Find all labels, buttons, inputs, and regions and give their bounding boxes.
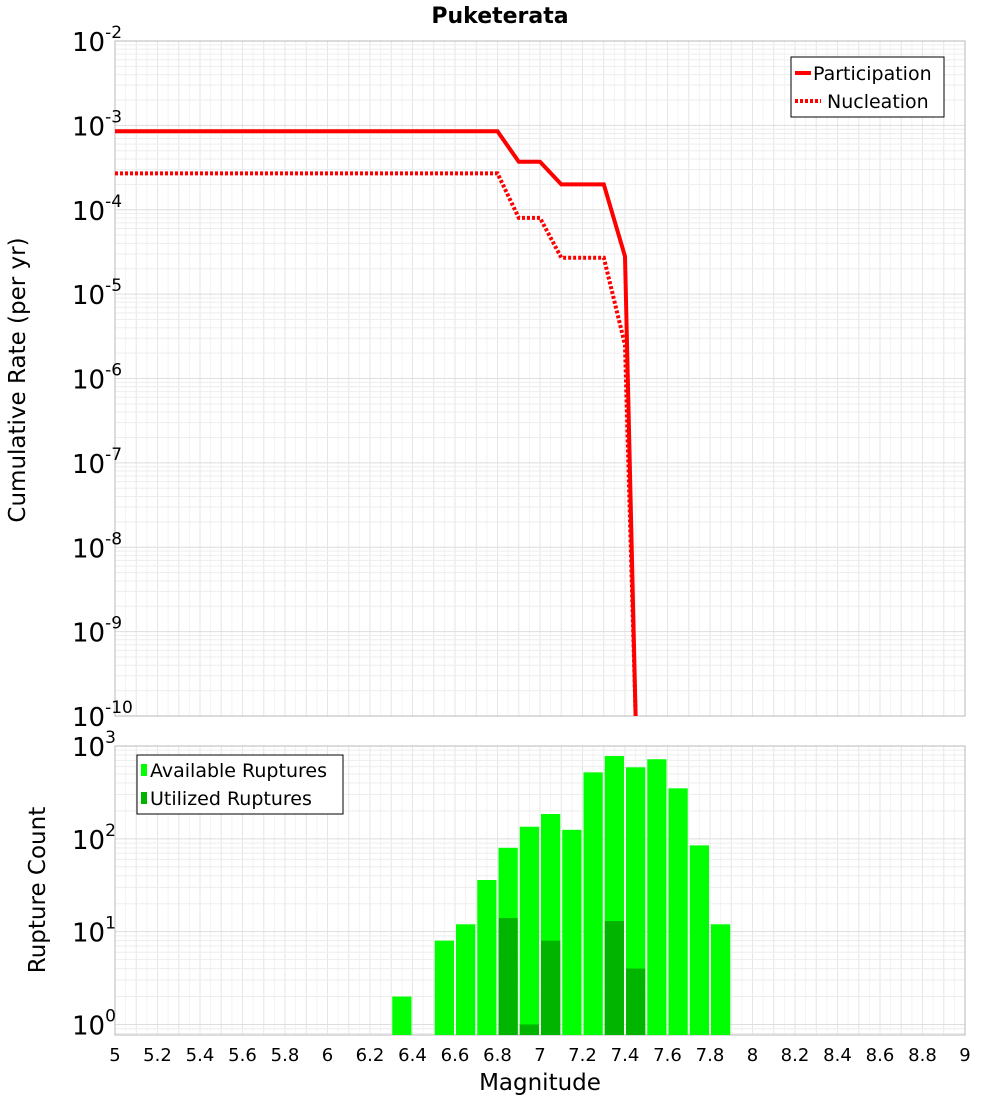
x-tick-label: 7.8	[696, 1045, 725, 1066]
bottom-legend-box	[136, 754, 344, 815]
x-tick-label: 8.4	[823, 1045, 852, 1066]
x-tick-label: 5.8	[271, 1045, 300, 1066]
bottom-y-tick-label: 101	[72, 914, 116, 949]
bottom-plot-grid	[114, 746, 966, 1035]
x-tick-label: 5	[109, 1045, 120, 1066]
top-legend: Participation Nucleation	[790, 56, 945, 118]
available-rupture-bar	[583, 772, 603, 1035]
available-rupture-bar	[434, 940, 454, 1035]
utilized-rupture-bar	[604, 921, 624, 1035]
x-tick-label: 8.6	[866, 1045, 895, 1066]
top-y-tick-label: 10-8	[72, 529, 122, 564]
x-tick-label: 7.6	[653, 1045, 682, 1066]
top-y-axis-label: Cumulative Rate (per yr)	[5, 237, 31, 522]
top-y-tick-label: 10-4	[72, 192, 122, 227]
top-y-tick-label: 10-2	[72, 23, 122, 58]
bottom-y-tick-label: 100	[72, 1006, 116, 1041]
x-tick-label: 7.2	[568, 1045, 597, 1066]
available-rupture-bar	[392, 996, 412, 1035]
available-rupture-bar	[456, 924, 476, 1035]
available-rupture-bar	[711, 924, 731, 1035]
x-tick-label: 6.4	[398, 1045, 427, 1066]
x-tick-label: 6	[322, 1045, 333, 1066]
x-tick-label: 5.6	[228, 1045, 257, 1066]
utilized-rupture-bar	[541, 940, 561, 1035]
available-rupture-bar	[689, 845, 709, 1035]
rupture-count-bars	[392, 756, 731, 1035]
available-rupture-bar	[519, 826, 539, 1035]
x-tick-label: 5.2	[143, 1045, 172, 1066]
available-rupture-bar	[562, 829, 582, 1035]
bottom-y-tick-label: 102	[72, 821, 116, 856]
legend-utilized-swatch	[141, 792, 147, 804]
top-y-tick-label: 10-5	[72, 276, 122, 311]
top-y-tick-label: 10-7	[72, 445, 122, 480]
top-y-tick-label: 10-9	[72, 614, 122, 649]
bottom-legend: Available Ruptures Utilized Ruptures	[136, 754, 344, 815]
x-tick-label: 8.2	[781, 1045, 810, 1066]
bottom-plot-frame	[114, 745, 966, 1036]
available-rupture-bar	[626, 767, 646, 1035]
chart-title: Puketerata	[431, 4, 568, 29]
x-tick-label: 9	[959, 1045, 970, 1066]
x-tick-label: 6.8	[483, 1045, 512, 1066]
bottom-y-tick-labels: 100 101 102 103	[72, 728, 116, 1041]
x-tick-label: 7.4	[611, 1045, 640, 1066]
x-tick-label: 5.4	[186, 1045, 215, 1066]
top-plot-frame	[114, 40, 966, 717]
available-rupture-bar	[668, 788, 688, 1035]
utilized-rupture-bar	[519, 1024, 539, 1035]
nucleation-line	[115, 171, 638, 717]
legend-nucleation-label: Nucleation	[827, 91, 929, 113]
x-tick-label: 8	[747, 1045, 758, 1066]
legend-available-swatch	[141, 764, 147, 776]
cumulative-rate-lines	[115, 129, 638, 717]
legend-participation-label: Participation	[813, 63, 932, 85]
x-tick-label: 6.6	[441, 1045, 470, 1066]
top-y-tick-label: 10-3	[72, 107, 122, 142]
utilized-rupture-bar	[626, 968, 646, 1035]
legend-available-label: Available Ruptures	[150, 760, 327, 782]
x-tick-labels: 5 5.2 5.4 5.6 5.8 6 6.2 6.4 6.6 6.8 7 7.2 7.4 7.6 7.8 8…	[109, 1045, 970, 1066]
top-y-tick-label: 10-10	[72, 698, 133, 733]
available-rupture-bar	[477, 880, 497, 1035]
top-y-tick-label: 10-6	[72, 361, 122, 396]
top-plot-grid	[114, 41, 966, 717]
top-legend-box	[790, 56, 945, 118]
bottom-y-tick-label: 103	[72, 728, 116, 763]
x-axis-label: Magnitude	[479, 1070, 601, 1096]
bottom-y-axis-label: Rupture Count	[25, 807, 51, 973]
legend-utilized-label: Utilized Ruptures	[150, 788, 312, 810]
x-tick-label: 6.2	[356, 1045, 385, 1066]
top-y-tick-labels: 10-2 10-3 10-4 10-5 10-6 10-7 10-8 10-9 10-10	[72, 23, 133, 733]
available-rupture-bar	[647, 759, 667, 1035]
x-tick-label: 8.8	[908, 1045, 937, 1066]
x-tick-label: 7	[534, 1045, 545, 1066]
participation-line	[115, 129, 638, 717]
utilized-rupture-bar	[498, 918, 518, 1035]
